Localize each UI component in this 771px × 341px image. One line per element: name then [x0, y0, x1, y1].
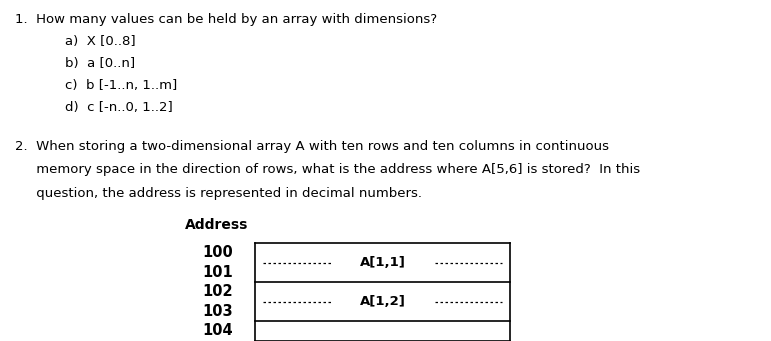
Text: c)  b [-1..n, 1..m]: c) b [-1..n, 1..m]	[65, 79, 177, 92]
Text: 103: 103	[202, 304, 233, 319]
Text: 2.  When storing a two-dimensional array A with ten rows and ten columns in cont: 2. When storing a two-dimensional array …	[15, 140, 609, 153]
Text: 1.  How many values can be held by an array with dimensions?: 1. How many values can be held by an arr…	[15, 13, 437, 26]
Text: memory space in the direction of rows, what is the address where A[5,6] is store: memory space in the direction of rows, w…	[15, 163, 640, 177]
Text: A[1,2]: A[1,2]	[359, 295, 406, 308]
Text: A[1,1]: A[1,1]	[359, 256, 406, 269]
Text: 101: 101	[202, 265, 233, 280]
Text: Address: Address	[185, 218, 248, 232]
Text: 102: 102	[202, 284, 233, 299]
Text: question, the address is represented in decimal numbers.: question, the address is represented in …	[15, 187, 422, 200]
Text: 100: 100	[202, 245, 233, 260]
Text: 104: 104	[202, 323, 233, 338]
Text: b)  a [0..n]: b) a [0..n]	[65, 57, 135, 70]
Text: d)  c [-n..0, 1..2]: d) c [-n..0, 1..2]	[65, 101, 173, 114]
Text: a)  X [0..8]: a) X [0..8]	[65, 35, 136, 48]
